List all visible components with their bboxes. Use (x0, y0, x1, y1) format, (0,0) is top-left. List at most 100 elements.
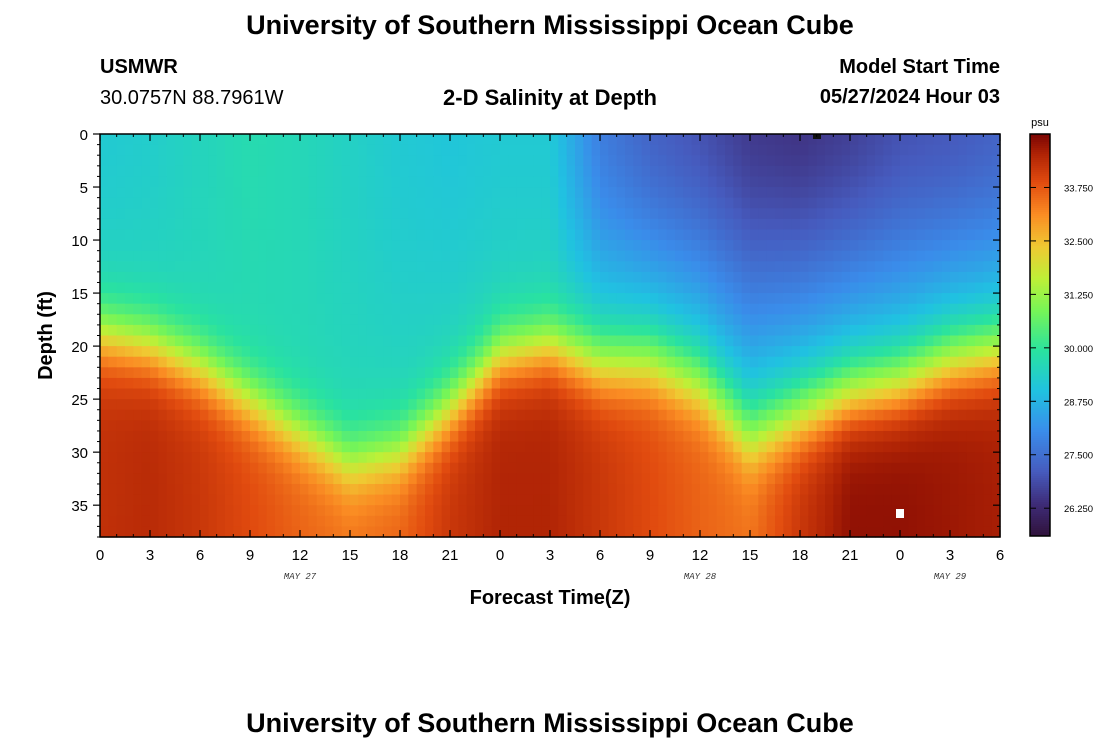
heatmap-cell (941, 218, 951, 231)
heatmap-cell (750, 155, 759, 167)
heatmap-cell (300, 473, 309, 485)
colorbar-step (1030, 336, 1050, 339)
heatmap-cell (791, 356, 801, 368)
heatmap-cell (375, 483, 384, 496)
heatmap-cell (400, 293, 409, 305)
heatmap-cell (708, 526, 718, 538)
heatmap-cell (591, 377, 601, 390)
heatmap-cell (883, 229, 893, 241)
heatmap-cell (825, 399, 834, 411)
heatmap-cell (358, 218, 368, 231)
heatmap-cell (325, 483, 334, 496)
heatmap-cell (191, 324, 201, 337)
heatmap-cell (125, 430, 134, 443)
heatmap-cell (533, 483, 543, 496)
heatmap-cell (408, 473, 418, 485)
heatmap-cell (750, 324, 759, 337)
heatmap-cell (141, 483, 151, 496)
heatmap-cell (375, 218, 384, 231)
heatmap-cell (341, 409, 351, 421)
heatmap-cell (700, 314, 709, 326)
heatmap-cell (250, 197, 259, 209)
heatmap-cell (633, 229, 643, 241)
heatmap-cell (866, 314, 876, 326)
heatmap-cell (716, 335, 726, 347)
heatmap-cell (550, 420, 559, 432)
heatmap-cell (425, 208, 434, 220)
heatmap-cell (891, 430, 901, 443)
heatmap-cell (583, 144, 593, 156)
heatmap-cell (583, 335, 593, 347)
heatmap-cell (283, 282, 293, 294)
heatmap-cell (558, 144, 568, 156)
heatmap-cell (216, 526, 226, 538)
heatmap-cell (375, 324, 384, 337)
heatmap-cell (966, 335, 976, 347)
heatmap-cell (966, 430, 976, 443)
heatmap-cell (341, 494, 351, 506)
heatmap-cell (191, 399, 201, 411)
heatmap-cell (950, 144, 959, 156)
heatmap-cell (725, 367, 734, 379)
heatmap-cell (991, 409, 1001, 421)
heatmap-cell (383, 134, 393, 146)
heatmap-cell (566, 409, 576, 421)
heatmap-cell (175, 271, 184, 284)
heatmap-cell (458, 176, 468, 188)
heatmap-cell (100, 452, 109, 464)
heatmap-cell (933, 314, 943, 326)
heatmap-cell (966, 494, 976, 506)
heatmap-cell (450, 505, 459, 517)
heatmap-cell (425, 250, 434, 262)
heatmap-cell (241, 367, 251, 379)
heatmap-cell (908, 271, 918, 284)
heatmap-cell (958, 208, 968, 220)
heatmap-cell (866, 144, 876, 156)
heatmap-cell (925, 367, 934, 379)
heatmap-cell (791, 335, 801, 347)
heatmap-cell (450, 261, 459, 273)
heatmap-cell (908, 293, 918, 305)
heatmap-cell (233, 335, 243, 347)
heatmap-cell (258, 303, 268, 315)
colorbar-step (1030, 462, 1050, 465)
heatmap-cell (208, 240, 218, 252)
heatmap-cell (183, 430, 193, 443)
heatmap-cell (666, 293, 676, 305)
heatmap-cell (216, 165, 226, 178)
heatmap-cell (133, 197, 143, 209)
heatmap-cell (391, 218, 401, 231)
heatmap-cell (791, 388, 801, 400)
heatmap-cell (566, 462, 576, 474)
heatmap-cell (375, 430, 384, 443)
heatmap-cell (316, 314, 326, 326)
heatmap-cell (225, 409, 234, 421)
heatmap-cell (958, 409, 968, 421)
heatmap-cell (733, 494, 743, 506)
heatmap-cell (791, 452, 801, 464)
heatmap-cell (508, 441, 518, 453)
heatmap-cell (108, 261, 118, 273)
heatmap-cell (733, 144, 743, 156)
heatmap-cell (900, 208, 909, 220)
heatmap-cell (266, 462, 276, 474)
heatmap-cell (600, 505, 609, 517)
heatmap-cell (333, 134, 343, 146)
heatmap-cell (975, 494, 984, 506)
heatmap-cell (158, 346, 168, 358)
heatmap-cell (525, 483, 534, 496)
heatmap-cell (991, 420, 1001, 432)
heatmap-cell (466, 409, 476, 421)
heatmap-cell (375, 515, 384, 527)
heatmap-cell (533, 399, 543, 411)
heatmap-cell (366, 218, 376, 231)
heatmap-cell (558, 505, 568, 517)
heatmap-cell (875, 176, 884, 188)
heatmap-cell (908, 441, 918, 453)
heatmap-cell (908, 483, 918, 496)
heatmap-cell (975, 197, 984, 209)
heatmap-cell (800, 452, 809, 464)
heatmap-cell (358, 367, 368, 379)
heatmap-cell (616, 430, 626, 443)
heatmap-cell (683, 314, 693, 326)
